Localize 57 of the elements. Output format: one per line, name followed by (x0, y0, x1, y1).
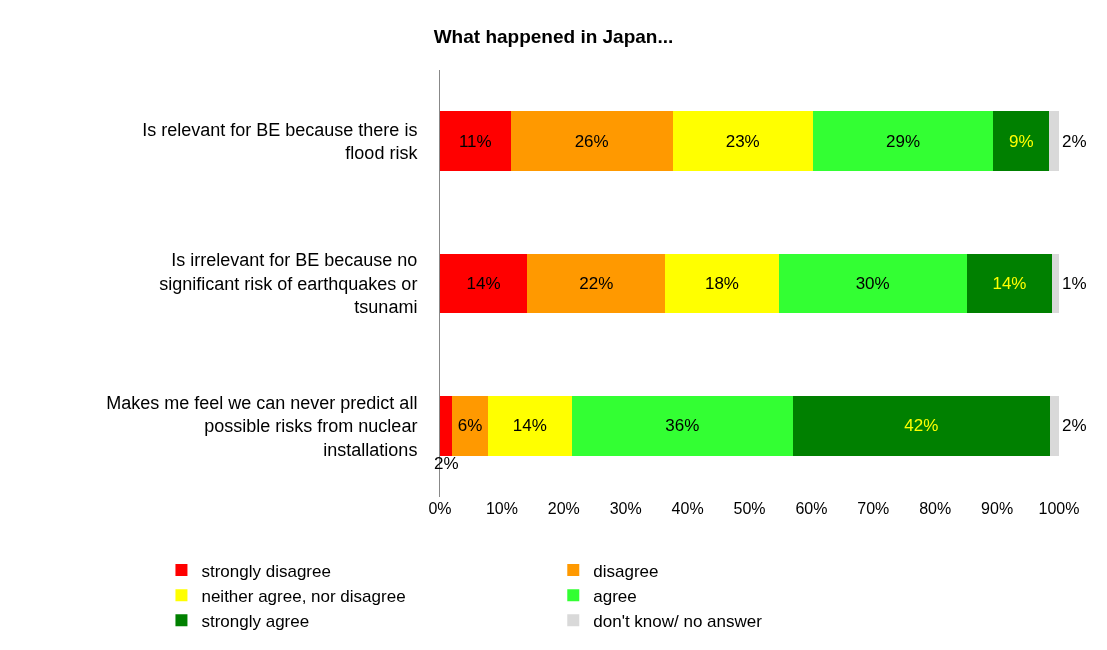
bar (778, 253, 967, 314)
legend-label: strongly disagree (201, 561, 331, 581)
data-label: 9% (1008, 131, 1034, 151)
x-tick-label: 30% (609, 500, 642, 517)
bar (993, 111, 1050, 172)
data-label: 14% (992, 274, 1027, 293)
legend-label: disagree (593, 561, 659, 581)
x-tick-label: 80% (919, 500, 952, 517)
y-tick-label: Makes me feel we can never predict all possible risks from nuclear installations (106, 392, 418, 460)
bar (1052, 253, 1059, 314)
data-label: 14% (466, 274, 501, 293)
data-label: 6% (457, 416, 483, 436)
y-tick-label: Is irrelevant for BE because no significant risk of earthquakes or tsunami (159, 250, 418, 318)
y-tick-label: Is relevant for BE because there is flood risk (142, 119, 419, 164)
data-label: 2% (1062, 416, 1087, 435)
x-tick-label: 10% (485, 500, 518, 517)
bar (665, 253, 779, 314)
bar (440, 395, 453, 456)
bar (452, 395, 488, 456)
bar (440, 253, 528, 314)
data-label: 30% (855, 274, 890, 293)
x-tick-label: 0% (428, 500, 452, 517)
data-label: 26% (574, 131, 609, 151)
legend-label: strongly agree (201, 611, 310, 631)
data-label: 42% (904, 416, 939, 436)
data-label: 2% (434, 454, 459, 473)
bar (510, 111, 673, 172)
legend-label: don't know/ no answer (593, 611, 763, 631)
data-label: 2% (1062, 132, 1087, 151)
bar (812, 111, 994, 172)
bar (1049, 395, 1059, 456)
data-label: 14% (512, 416, 547, 436)
data-label: 23% (725, 131, 760, 151)
x-tick-label: 50% (733, 500, 766, 517)
x-tick-label: 60% (795, 500, 828, 517)
data-label: 18% (704, 274, 739, 293)
data-label: 36% (665, 416, 700, 436)
bar (571, 395, 793, 456)
x-tick-label: 20% (547, 500, 580, 517)
legend-label: agree (593, 586, 637, 606)
bar (527, 253, 666, 314)
x-tick-label: 70% (857, 500, 890, 517)
x-tick-label: 90% (981, 500, 1014, 517)
bar (672, 111, 813, 172)
bar (440, 111, 511, 172)
bar (792, 395, 1050, 456)
bar (966, 253, 1053, 314)
x-tick-label: 40% (671, 500, 704, 517)
x-tick-label: 100% (1038, 500, 1080, 517)
data-label: 1% (1062, 274, 1087, 293)
data-label: 29% (886, 131, 921, 151)
data-label: 11% (458, 131, 492, 151)
chart-title: What happened in Japan... (433, 25, 674, 47)
data-label: 22% (579, 274, 614, 293)
bar (487, 395, 572, 456)
bar (1049, 111, 1059, 172)
legend-label: neither agree, nor disagree (201, 586, 406, 606)
